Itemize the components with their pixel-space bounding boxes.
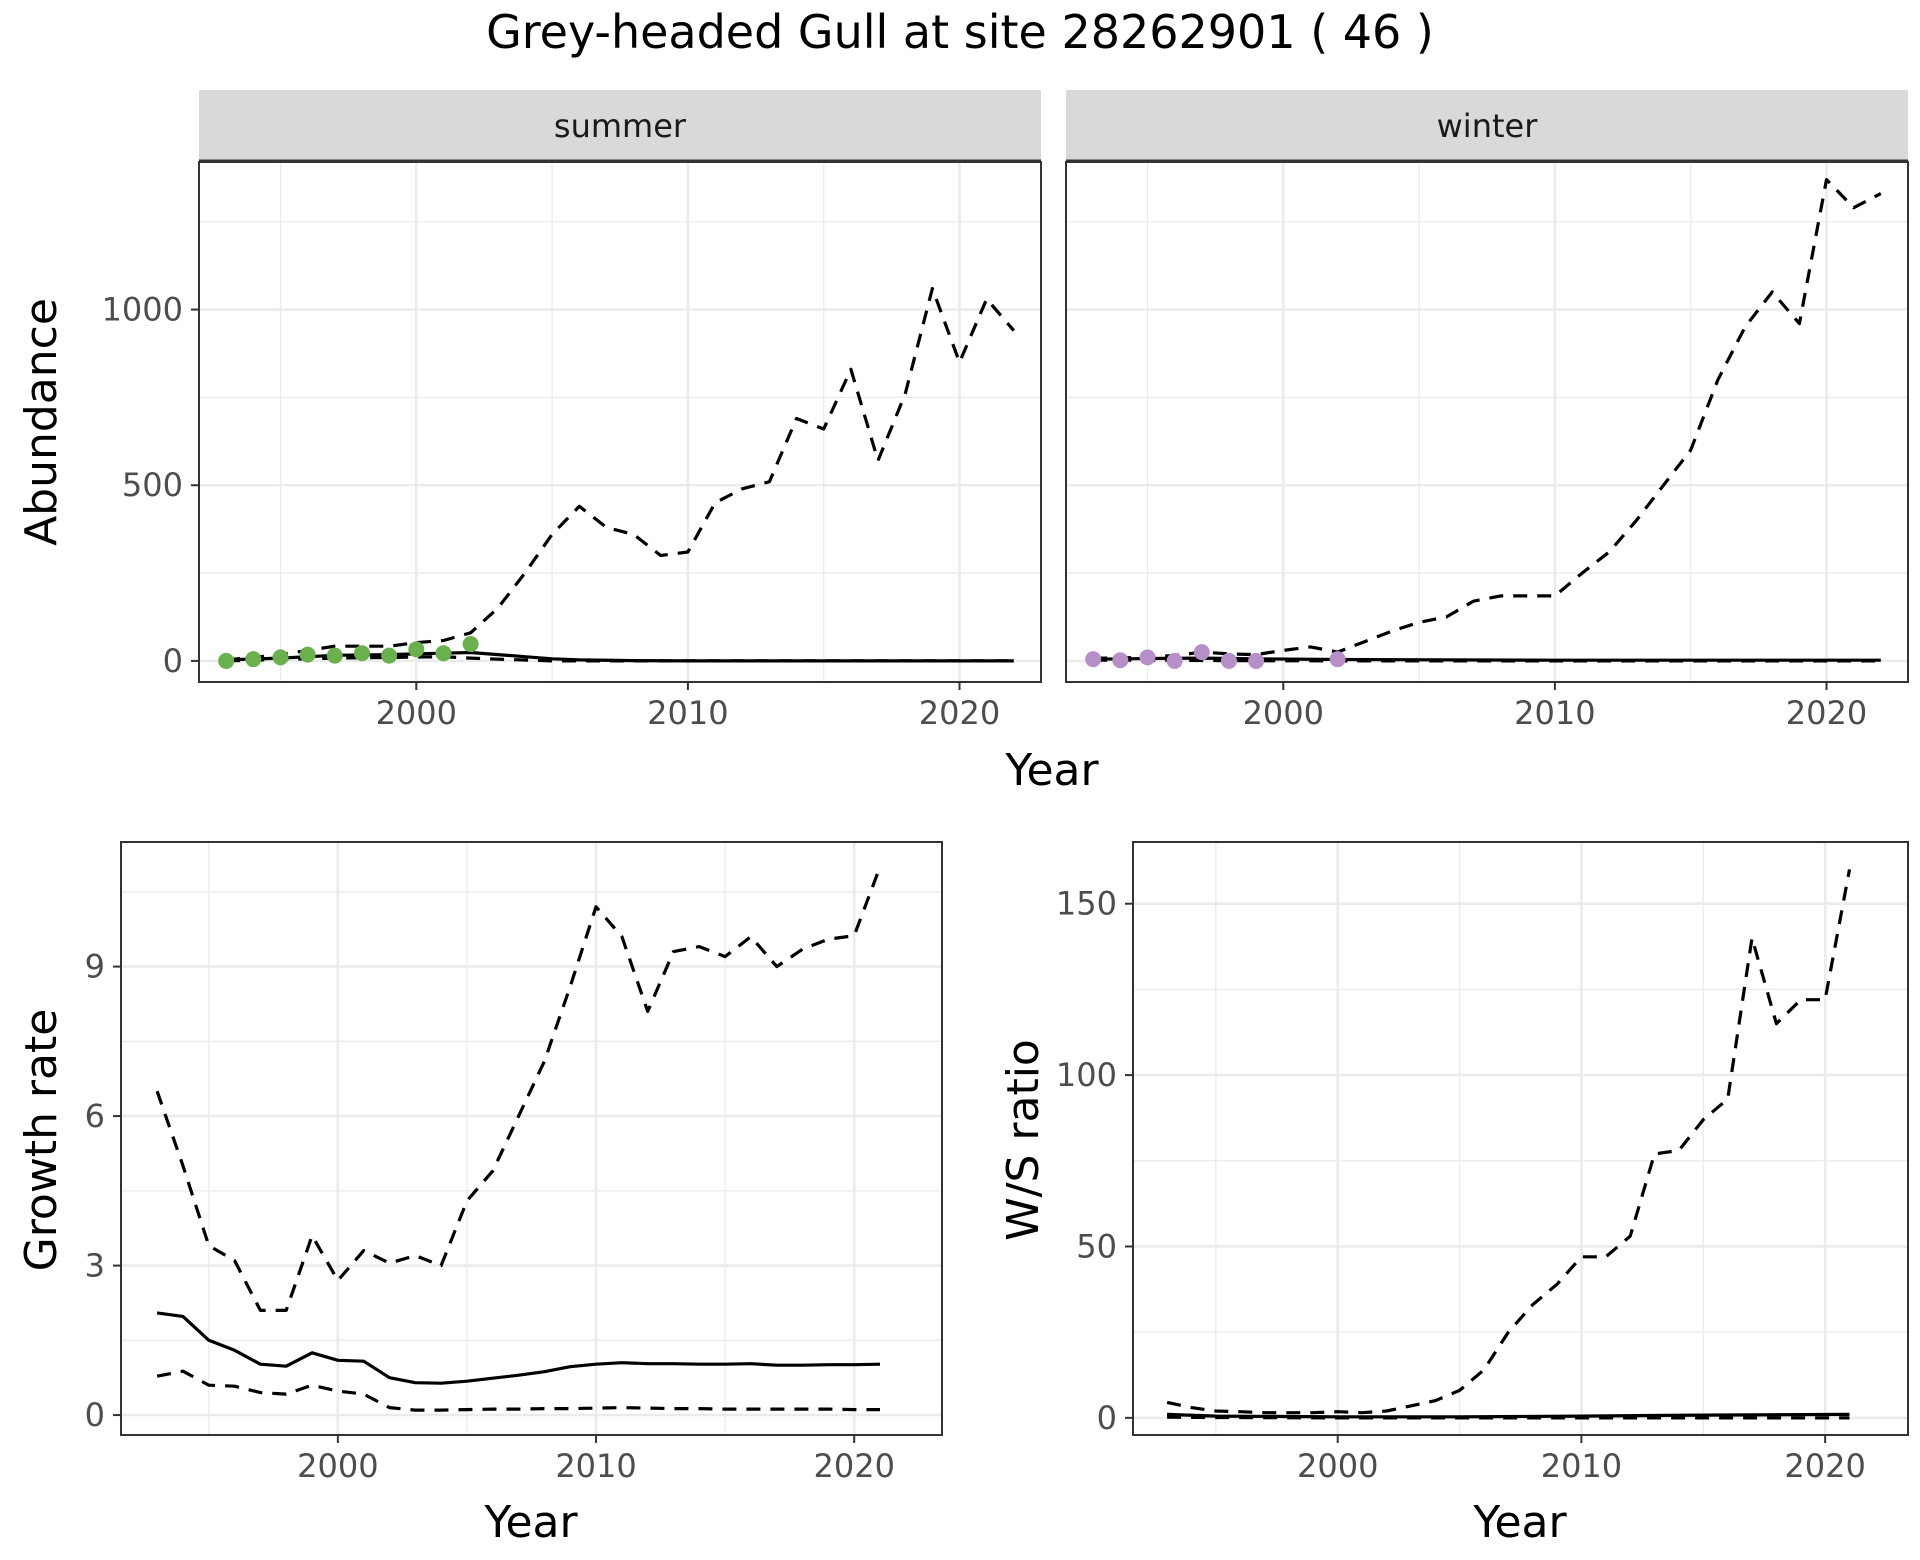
growth-border (120, 841, 943, 1436)
abundance-summer-point (462, 636, 479, 653)
ws-x-axis-title: Year (1472, 1497, 1567, 1548)
growth-rate-panel: 0 3 6 9 2000 2010 2020 (85, 841, 943, 1485)
abundance-summer-point (218, 652, 235, 669)
abundance-winter-upper-line (1093, 178, 1882, 660)
abundance-summer-point (245, 651, 262, 668)
abundance-x-axis-title: Year (1004, 745, 1099, 796)
abundance-summer-point (435, 645, 452, 662)
abundance-winter-point (1193, 644, 1210, 661)
abundance-summer-point (299, 646, 316, 663)
ws-x-axis: 2000 2010 2020 (1297, 1435, 1866, 1485)
figure-title: Grey-headed Gull at site 28262901 ( 46 ) (486, 5, 1434, 59)
ws-y-tick-label: 100 (1056, 1056, 1117, 1094)
ws-x-tick-label: 2020 (1784, 1447, 1865, 1485)
abundance-winter-point (1112, 652, 1129, 669)
abundance-winter-point (1166, 652, 1183, 669)
growth-y-tick-label: 6 (85, 1097, 105, 1135)
growth-estimate-line (156, 1311, 881, 1385)
abundance-summer-points (218, 636, 479, 669)
abundance-summer-point (408, 641, 425, 658)
growth-y-tick-label: 0 (85, 1396, 105, 1434)
abundance-winter-points (1085, 644, 1346, 669)
abundance-summer-point (326, 647, 343, 664)
growth-series (155, 866, 882, 1412)
abundance-summer-point (353, 645, 370, 662)
strip-winter (1066, 90, 1908, 161)
abundance-winter-point (1329, 651, 1346, 668)
abundance-summer-upper-line (226, 286, 1016, 662)
abundance-summer-point (272, 649, 289, 666)
abundance-y-axis: 0 500 1000 (102, 291, 199, 680)
growth-y-tick-label: 9 (85, 948, 105, 986)
ws-y-axis-title: W/S ratio (998, 1039, 1049, 1241)
ws-x-tick-label: 2010 (1541, 1447, 1622, 1485)
growth-x-axis: 2000 2010 2020 (297, 1435, 895, 1485)
abundance-summer-panel: summer 0 500 1000 2000 2010 2020 (102, 90, 1042, 732)
abundance-summer-x-axis: 2000 2010 2020 (376, 682, 1000, 732)
abundance-y-tick-label: 1000 (102, 291, 183, 329)
ws-y-tick-label: 50 (1076, 1227, 1117, 1265)
ws-series (1166, 869, 1852, 1420)
ws-ratio-panel: 0 50 100 150 2000 2010 2020 (1056, 841, 1909, 1485)
growth-lower-line (156, 1369, 880, 1412)
abundance-winter-border (1065, 161, 1909, 683)
abundance-winter-point (1248, 652, 1265, 669)
abundance-winter-point (1220, 652, 1237, 669)
abundance-winter-point (1085, 651, 1102, 668)
abundance-winter-x-tick-label: 2020 (1786, 694, 1867, 732)
abundance-winter-lower-line (1093, 658, 1881, 663)
abundance-summer-x-tick-label: 2010 (647, 694, 728, 732)
growth-y-tick-label: 3 (85, 1247, 105, 1285)
ws-y-axis: 0 50 100 150 (1056, 885, 1133, 1437)
abundance-y-axis-title: Abundance (16, 298, 67, 546)
growth-x-axis-title: Year (483, 1497, 578, 1548)
abundance-y-tick-label: 0 (163, 642, 183, 680)
ws-upper-line (1166, 869, 1852, 1415)
growth-grid (121, 842, 942, 1435)
abundance-winter-x-axis: 2000 2010 2020 (1243, 682, 1867, 732)
ws-border (1132, 841, 1909, 1436)
abundance-winter-x-tick-label: 2010 (1514, 694, 1595, 732)
strip-summer (199, 90, 1041, 161)
abundance-winter-panel: winter 2000 2010 2020 (1065, 90, 1909, 732)
ws-x-tick-label: 2000 (1297, 1447, 1378, 1485)
abundance-winter-x-tick-label: 2000 (1243, 694, 1324, 732)
strip-winter-label: winter (1437, 107, 1539, 145)
abundance-y-tick-label: 500 (122, 466, 183, 504)
abundance-summer-x-tick-label: 2020 (919, 694, 1000, 732)
growth-y-axis-title: Growth rate (16, 1009, 67, 1272)
growth-upper-line (155, 866, 882, 1312)
growth-x-tick-label: 2010 (555, 1447, 636, 1485)
abundance-winter-point (1139, 649, 1156, 666)
abundance-summer-point (381, 647, 398, 664)
growth-y-axis: 0 3 6 9 (85, 948, 121, 1434)
growth-x-tick-label: 2000 (297, 1447, 378, 1485)
ws-y-tick-label: 0 (1097, 1399, 1117, 1437)
ws-y-tick-label: 150 (1056, 885, 1117, 923)
ws-lower-line (1167, 1415, 1850, 1420)
abundance-summer-x-tick-label: 2000 (376, 694, 457, 732)
strip-summer-label: summer (554, 107, 687, 145)
growth-x-tick-label: 2020 (814, 1447, 895, 1485)
abundance-summer-border (198, 161, 1042, 683)
